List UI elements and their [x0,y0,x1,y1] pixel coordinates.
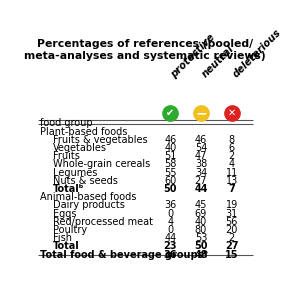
Text: 36: 36 [164,200,176,210]
Text: 46: 46 [164,135,176,145]
Text: 4: 4 [229,159,235,170]
Text: 13: 13 [226,176,238,186]
Text: Fish: Fish [53,233,72,243]
Text: 55: 55 [164,168,177,178]
Text: 45: 45 [195,200,207,210]
Text: 27: 27 [195,176,207,186]
Text: 54: 54 [195,143,207,153]
Text: Legumes: Legumes [53,168,97,178]
Text: 40: 40 [195,217,207,227]
Text: Eggs: Eggs [53,208,76,219]
Text: 48: 48 [194,250,208,260]
Text: 50: 50 [194,242,208,251]
Text: food group: food group [40,118,92,128]
Text: 60: 60 [164,176,176,186]
Text: 23: 23 [164,242,177,251]
Text: −: − [195,106,207,120]
Text: ✕: ✕ [228,108,236,118]
Text: 50: 50 [164,184,177,194]
Text: 51: 51 [164,151,176,161]
Text: protective: protective [169,32,217,80]
Text: Plant-based foods: Plant-based foods [40,127,127,136]
Text: Dairy products: Dairy products [53,200,125,210]
Text: Percentages of references (pooled/
meta-analyses and systematic reviews): Percentages of references (pooled/ meta-… [24,40,266,61]
Text: ✔: ✔ [166,108,174,118]
Text: 20: 20 [226,225,238,235]
Text: 11: 11 [226,168,238,178]
Text: 58: 58 [164,159,176,170]
Text: 46: 46 [195,135,207,145]
Text: Red/processed meat: Red/processed meat [53,217,153,227]
Text: 2: 2 [229,151,235,161]
Text: 36: 36 [164,250,177,260]
Text: Poultry: Poultry [53,225,87,235]
Text: deleterious: deleterious [231,28,283,80]
Text: 4: 4 [167,217,173,227]
Text: neutral: neutral [200,44,236,80]
Text: 0: 0 [167,225,173,235]
Text: 34: 34 [195,168,207,178]
Text: 38: 38 [195,159,207,170]
Text: 31: 31 [226,208,238,219]
Text: Total: Total [53,242,80,251]
Text: 80: 80 [195,225,207,235]
Text: 7: 7 [228,184,235,194]
Text: 19: 19 [226,200,238,210]
Text: 0: 0 [167,208,173,219]
Text: Fruits & vegetables: Fruits & vegetables [53,135,147,145]
Text: 44: 44 [164,233,176,243]
Text: Totalᵇ: Totalᵇ [53,184,84,194]
Text: 69: 69 [195,208,207,219]
Text: 44: 44 [194,184,208,194]
Text: 8: 8 [229,135,235,145]
Text: 56: 56 [226,217,238,227]
Text: Animal-based foods: Animal-based foods [40,192,136,202]
Text: 27: 27 [225,242,238,251]
Text: 47: 47 [195,151,207,161]
Text: 53: 53 [195,233,207,243]
Text: 15: 15 [225,250,238,260]
Text: Nuts & seeds: Nuts & seeds [53,176,118,186]
Text: Whole-grain cereals: Whole-grain cereals [53,159,150,170]
Text: Vegetables: Vegetables [53,143,107,153]
Text: 2: 2 [229,233,235,243]
Text: 6: 6 [229,143,235,153]
Text: Total food & beverage groupsᵇ: Total food & beverage groupsᵇ [40,250,208,260]
Text: 40: 40 [164,143,176,153]
Text: Fruits: Fruits [53,151,80,161]
